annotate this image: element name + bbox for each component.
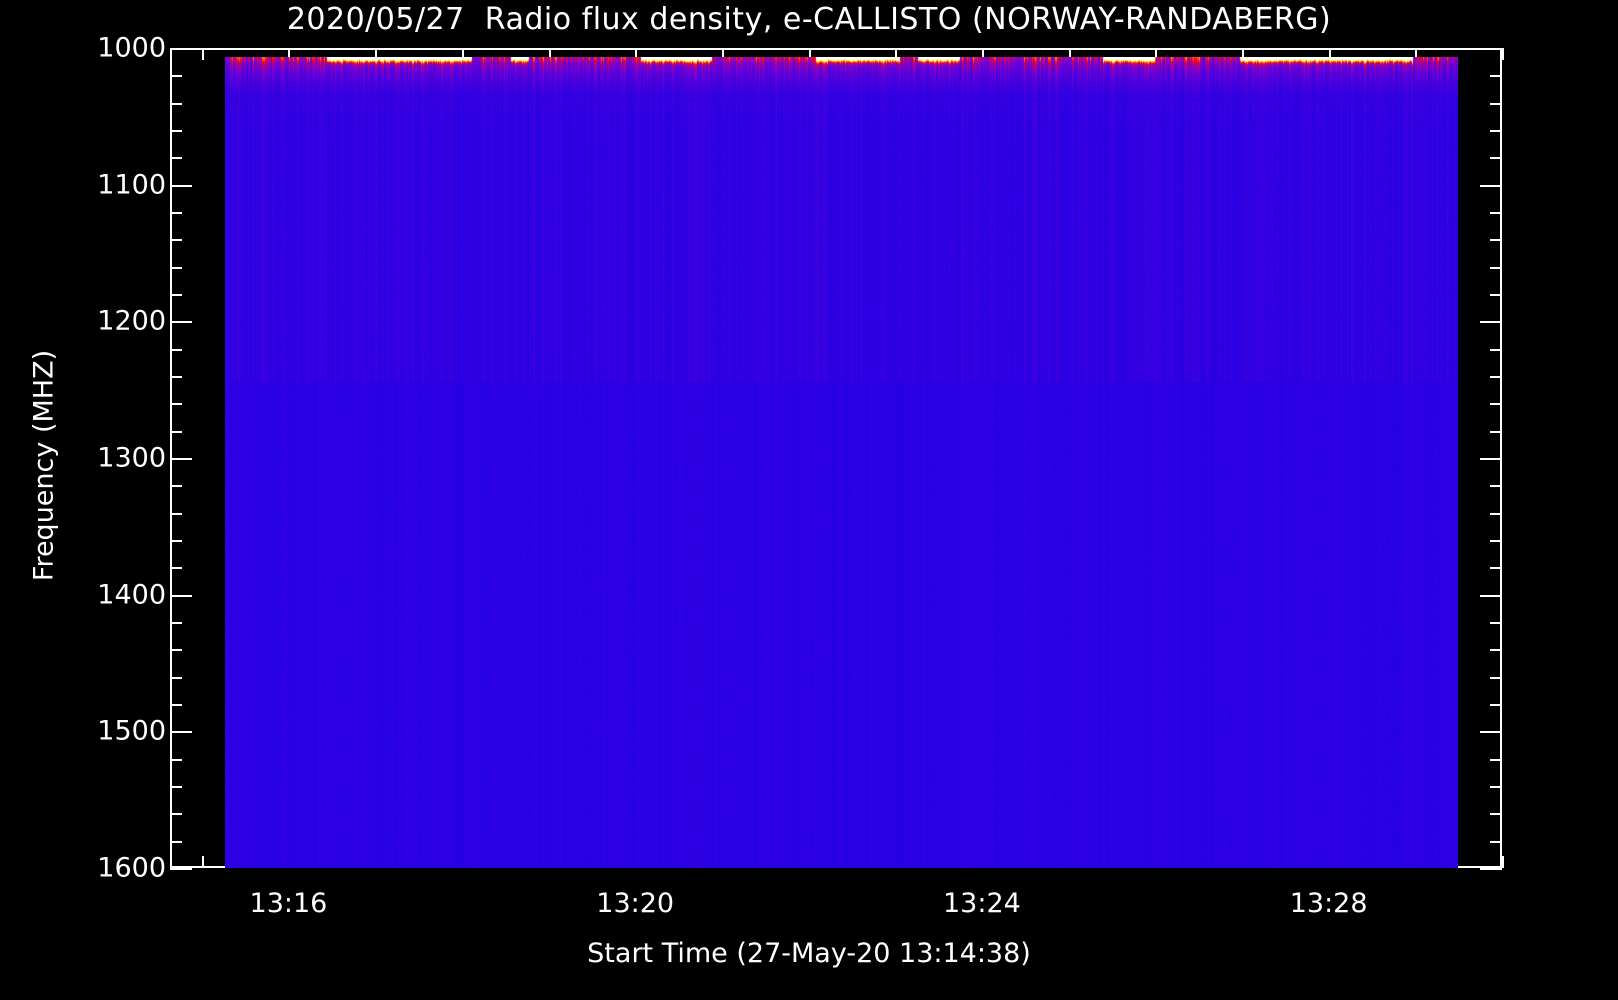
tick-mark [170, 731, 192, 733]
tick-mark [170, 212, 182, 214]
tick-mark [1490, 157, 1502, 159]
tick-mark [1490, 294, 1502, 296]
tick-mark [170, 458, 192, 460]
tick-mark [1480, 321, 1502, 323]
tick-mark [170, 622, 182, 624]
tick-mark [1490, 540, 1502, 542]
x-tick-label: 13:28 [1289, 888, 1368, 919]
y-tick-label: 1200 [97, 305, 166, 337]
tick-mark [1490, 376, 1502, 378]
tick-mark [170, 567, 182, 569]
tick-mark [549, 48, 551, 60]
tick-mark [202, 48, 204, 60]
tick-mark [1490, 103, 1502, 105]
tick-mark [170, 294, 182, 296]
tick-mark [462, 48, 464, 60]
y-tick-label: 1400 [97, 579, 166, 611]
spectrogram-data-area [225, 57, 1458, 868]
tick-mark [1415, 48, 1417, 60]
tick-mark [170, 349, 182, 351]
tick-mark [170, 75, 182, 77]
tick-mark [1480, 48, 1502, 50]
tick-mark [170, 759, 182, 761]
tick-mark [170, 677, 182, 679]
tick-mark [1490, 567, 1502, 569]
tick-mark [1480, 185, 1502, 187]
tick-mark [1502, 856, 1504, 868]
tick-mark [170, 48, 192, 50]
tick-mark [1490, 841, 1502, 843]
tick-mark [1490, 212, 1502, 214]
x-tick-label: 13:20 [596, 888, 675, 919]
y-tick-label: 1000 [97, 32, 166, 64]
tick-mark [1480, 731, 1502, 733]
tick-mark [1490, 649, 1502, 651]
tick-mark [170, 103, 182, 105]
tick-mark [722, 48, 724, 60]
tick-mark [170, 403, 182, 405]
tick-mark [1490, 267, 1502, 269]
tick-mark [170, 786, 182, 788]
tick-mark [170, 540, 182, 542]
tick-mark [895, 48, 897, 60]
tick-mark [1502, 48, 1504, 60]
tick-mark [1490, 403, 1502, 405]
tick-mark [809, 48, 811, 60]
y-axis-title: Frequency (MHZ) [28, 349, 60, 582]
tick-mark [170, 431, 182, 433]
tick-mark [1490, 75, 1502, 77]
tick-mark [1490, 622, 1502, 624]
y-tick-label: 1100 [97, 169, 166, 201]
tick-mark [1490, 704, 1502, 706]
tick-mark [1069, 48, 1071, 60]
tick-mark [170, 841, 182, 843]
tick-mark [170, 813, 182, 815]
tick-mark [1155, 48, 1157, 60]
tick-mark [170, 595, 192, 597]
tick-mark [202, 856, 204, 868]
tick-mark [170, 185, 192, 187]
tick-mark [1480, 868, 1502, 870]
tick-mark [1490, 130, 1502, 132]
tick-mark [170, 130, 182, 132]
tick-mark [1490, 759, 1502, 761]
page-title: 2020/05/27 Radio flux density, e-CALLIST… [286, 2, 1332, 37]
tick-mark [170, 267, 182, 269]
tick-mark [1242, 48, 1244, 60]
tick-mark [1490, 813, 1502, 815]
tick-mark [170, 649, 182, 651]
tick-mark [170, 376, 182, 378]
tick-mark [170, 485, 182, 487]
tick-mark [170, 868, 192, 870]
tick-mark [1490, 677, 1502, 679]
tick-mark [1490, 513, 1502, 515]
y-tick-label: 1600 [97, 852, 166, 884]
tick-mark [1490, 485, 1502, 487]
tick-mark [170, 239, 182, 241]
tick-mark [1490, 239, 1502, 241]
x-tick-label: 13:16 [249, 888, 328, 919]
tick-mark [170, 513, 182, 515]
tick-mark [170, 704, 182, 706]
tick-mark [1480, 458, 1502, 460]
tick-mark [375, 48, 377, 60]
y-tick-label: 1300 [97, 442, 166, 474]
tick-mark [1490, 431, 1502, 433]
tick-mark [1480, 595, 1502, 597]
tick-mark [170, 321, 192, 323]
x-axis-title: Start Time (27-May-20 13:14:38) [587, 938, 1031, 969]
tick-mark [1490, 786, 1502, 788]
spectrogram-raster [225, 57, 1458, 868]
tick-mark [170, 157, 182, 159]
x-tick-label: 13:24 [943, 888, 1021, 919]
y-tick-label: 1500 [97, 715, 166, 747]
tick-mark [1490, 349, 1502, 351]
